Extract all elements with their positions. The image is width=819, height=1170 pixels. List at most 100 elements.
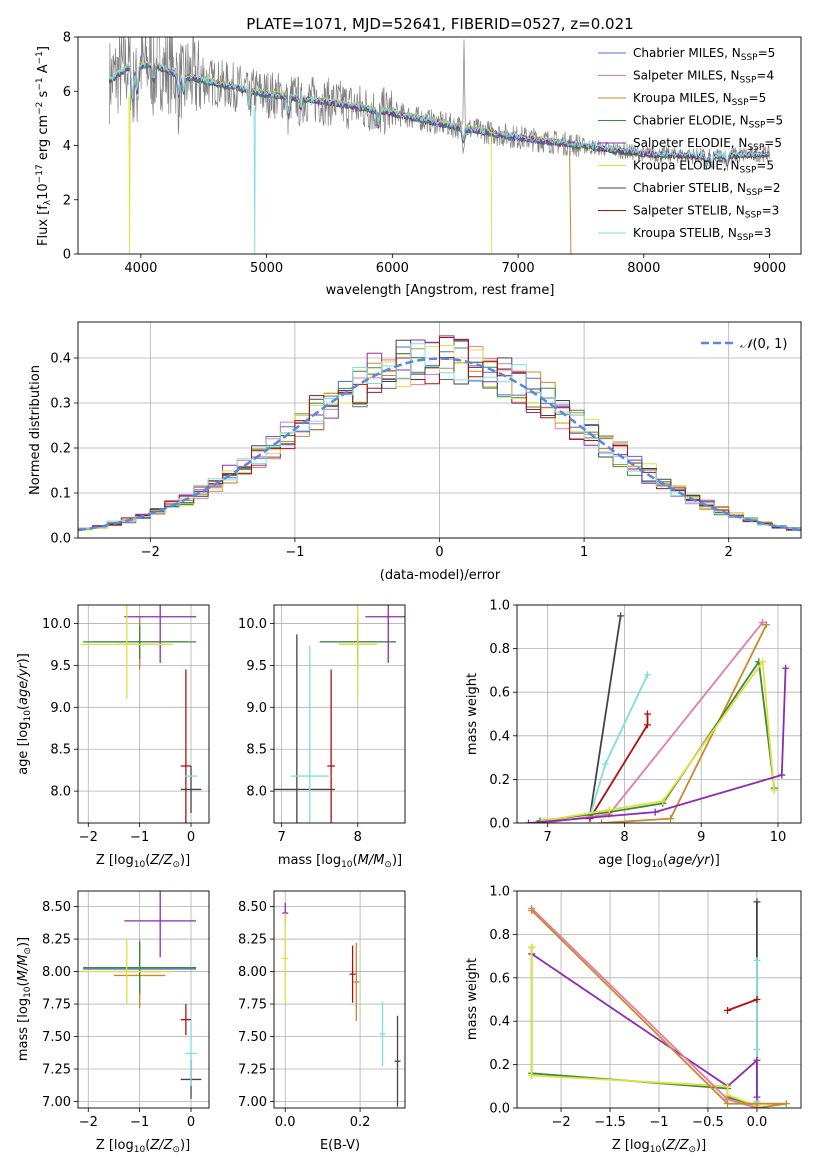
y-tick-label: 4 [63, 139, 71, 154]
legend-entry: Kroupa MILES, NSSP=5 [633, 91, 766, 108]
errorbar-salpeter-stelib [349, 945, 356, 1003]
y-axis-label: Flux [fλ10−17 erg cm−2 s−1 A−1] [35, 46, 53, 246]
x-tick-label: 0 [187, 830, 195, 845]
weight-marker [762, 621, 770, 629]
weight-line-salpeter-elodie [531, 953, 758, 1098]
weight-marker [753, 996, 761, 1003]
x-tick-label: −2 [551, 1115, 570, 1130]
y-tick-label: 8.50 [42, 900, 71, 915]
y-tick-label: 7.50 [238, 1030, 267, 1045]
axes-frame [77, 321, 802, 539]
x-tick-label: −2 [141, 545, 160, 560]
errorbar-chabrier-stelib [394, 1015, 401, 1107]
x-tick-label: 4000 [124, 261, 157, 276]
x-axis-label: Z [log10(Z/Z⊙)] [96, 1138, 190, 1155]
spectrum-panel: 4000 5000 6000 7000 8000 9000 0 2 4 6 8 wavelength … [35, 31, 802, 298]
x-tick-label: 2 [725, 545, 733, 560]
y-tick-label: 9.5 [246, 659, 267, 674]
mass-vs-ebv-panel: 0.0 0.2 7.00 7.25 7.50 7.75 8.00 8.25 8.50 E(B-V) [238, 890, 406, 1153]
axes-frame [77, 604, 210, 824]
y-tick-label: 8.25 [42, 933, 71, 948]
axes-frame [77, 36, 802, 255]
y-tick-label: 10.0 [42, 617, 71, 632]
x-tick-label: 10 [770, 830, 787, 845]
x-tick-label: 0.0 [747, 1115, 768, 1130]
weight-marker [643, 671, 651, 679]
model-dip [253, 107, 256, 254]
y-tick-label: 8 [63, 31, 71, 46]
x-tick-label: −1 [130, 1115, 149, 1130]
emission-spike [462, 39, 466, 127]
plot-area [80, 605, 202, 823]
errorbar-chabrier-stelib [274, 634, 335, 823]
errorbar-salpeter-elodie [365, 605, 405, 663]
errorbar-salpeter-stelib [180, 1004, 192, 1036]
errorbar-chabrier-stelib [180, 765, 202, 813]
y-tick-label: 8.0 [50, 785, 71, 800]
errorbar-kroupa-elodie [282, 913, 289, 1005]
axes-frame [273, 890, 406, 1109]
weight-marker [753, 956, 761, 964]
y-tick-label: 8.5 [50, 743, 71, 758]
plot-area [274, 605, 405, 823]
x-tick-label: 8 [620, 830, 628, 845]
errorbar-salpeter-elodie [124, 891, 197, 958]
x-axis-label: Z [log10(Z/Z⊙)] [96, 853, 190, 870]
x-tick-label: 5000 [250, 261, 283, 276]
errorbar-kroupa-elodie [338, 605, 377, 699]
x-tick-label: 9 [697, 830, 705, 845]
legend-entry: Kroupa STELIB, NSSP=3 [633, 226, 771, 243]
y-tick-label: 0.2 [50, 442, 71, 457]
x-axis-label: wavelength [Angstrom, rest frame] [326, 283, 555, 298]
x-tick-label: 8 [354, 830, 362, 845]
y-tick-label: 0.0 [489, 817, 510, 832]
weight-line-salpeter-stelib [727, 998, 758, 1012]
weight-marker [651, 808, 659, 816]
errorbar-kroupa-stelib [379, 1001, 386, 1067]
plot-area [78, 335, 801, 533]
weight-line-kroupa-stelib [589, 674, 649, 817]
errorbar-chabrier-elodie [83, 625, 197, 659]
weight-line-kroupa-elodie [543, 660, 775, 822]
errorbar-kroupa-miles [353, 942, 360, 1021]
y-axis-label: Normed distribution [28, 365, 43, 495]
weight-marker [770, 786, 778, 794]
weight-marker [528, 943, 536, 951]
weight-marker [753, 1045, 761, 1053]
weight-marker [528, 907, 536, 915]
weight-marker [782, 1100, 790, 1108]
errorbar-salpeter-stelib [180, 669, 192, 823]
y-tick-label: 1.0 [489, 885, 510, 900]
weight-marker [753, 898, 761, 906]
gaussian-curve [78, 357, 801, 532]
legend-entry: Salpeter STELIB, NSSP=3 [633, 204, 779, 221]
legend-entry: Kroupa ELODIE, NSSP=5 [633, 159, 774, 176]
weight-marker [617, 612, 625, 620]
y-axis-label: mass weight [465, 673, 480, 755]
weight-marker [753, 1056, 761, 1064]
y-tick-label: 7.25 [238, 1063, 267, 1078]
x-axis-label: E(B-V) [320, 1138, 360, 1153]
legend-entry: Chabrier MILES, NSSP=5 [633, 46, 775, 63]
weight-marker [643, 721, 651, 729]
x-tick-label: 6000 [376, 261, 409, 276]
x-axis-label: (data-model)/error [380, 568, 501, 583]
y-axis-label: age [log10(age/yr)] [16, 653, 33, 775]
legend-entry: 𝒩(0, 1) [740, 337, 787, 352]
weight-marker [724, 1100, 732, 1108]
weight-marker [525, 819, 533, 823]
y-tick-label: 7.00 [238, 1095, 267, 1110]
plot-area [108, 37, 771, 254]
y-tick-label: 9.0 [246, 701, 267, 716]
weight-marker [753, 1104, 761, 1108]
weight-line-salpeter-elodie [528, 668, 787, 823]
plot-area [528, 898, 790, 1108]
x-tick-label: −2 [79, 830, 98, 845]
plot-area [80, 891, 202, 1099]
y-tick-label: 7.50 [42, 1030, 71, 1045]
weight-marker [643, 710, 651, 718]
y-tick-label: 9.0 [50, 701, 71, 716]
weight-marker [724, 1006, 732, 1014]
model-dip [569, 150, 572, 254]
x-tick-label: −1 [285, 545, 304, 560]
